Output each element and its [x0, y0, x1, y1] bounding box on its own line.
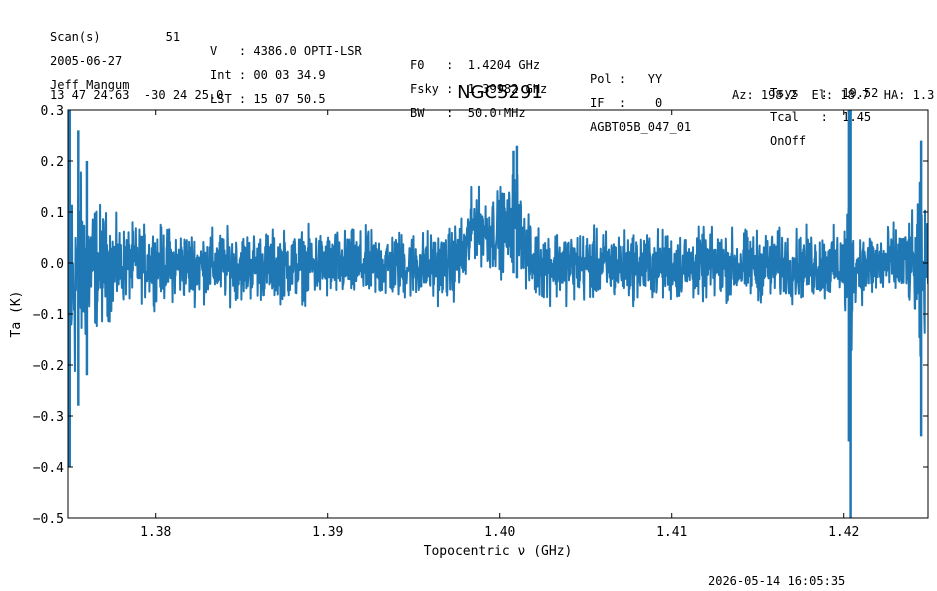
observer-info: Jeff Mangum: [50, 78, 130, 92]
x-tick-label: 1.38: [140, 525, 171, 540]
y-tick-label: −0.2: [33, 359, 64, 374]
y-tick-label: −0.1: [33, 308, 64, 323]
y-tick-label: 0.0: [41, 257, 64, 272]
timestamp: 2026-05-14 16:05:35: [708, 574, 846, 588]
plot-frame: [67, 109, 929, 519]
if-info: IF : 0: [590, 96, 663, 110]
tsys-info: Tsys : 19.52: [770, 86, 879, 100]
azel-info: Az: 198.2 El: 18.7 HA: 1.3: [732, 88, 935, 102]
scan-info: Scan(s) 51: [50, 30, 181, 44]
x-axis-label: Topocentric ν (GHz): [424, 544, 573, 559]
spectrum-line: [68, 171, 928, 400]
project-info: AGBT05B_047_01: [590, 120, 692, 134]
y-tick-label: 0.2: [41, 155, 64, 170]
plot-area: [68, 110, 928, 518]
x-tick-label: 1.41: [656, 525, 687, 540]
header-row-1: Scan(s) 51 V : 4386.0 OPTI-LSR F0 : 1.42…: [50, 16, 878, 100]
y-axis-label: Ta (K): [9, 291, 24, 338]
header-row-3: Jeff Mangum LST : 15 07 50.5 BW : 50.0 M…: [50, 64, 806, 148]
coords-info: 13 47 24.63 -30 24 25.0: [50, 88, 224, 102]
date-info: 2005-06-27: [50, 54, 123, 68]
y-tick-label: −0.3: [33, 410, 64, 425]
x-tick-label: 1.40: [484, 525, 515, 540]
y-tick-label: 0.3: [41, 104, 64, 119]
pol-info: Pol : YY: [590, 72, 663, 86]
chart-title: NGC5291: [457, 82, 543, 103]
y-tick-label: −0.4: [33, 461, 64, 476]
x-tick-label: 1.39: [312, 525, 343, 540]
velocity-info: V : 4386.0 OPTI-LSR: [210, 44, 362, 58]
lst-info: LST : 15 07 50.5: [210, 92, 326, 106]
proc-info: OnOff: [770, 134, 807, 148]
int-info: Int : 00 03 34.9: [210, 68, 326, 82]
y-tick-label: 0.1: [41, 206, 64, 221]
f0-info: F0 : 1.4204 GHz: [410, 58, 541, 72]
fsky-info: Fsky : 1.39982 GHz: [410, 82, 548, 96]
x-tick-label: 1.42: [828, 525, 859, 540]
y-tick-label: −0.5: [33, 512, 64, 527]
axis-ticks: 1.38 1.39 1.40 1.41 1.42 −0.5 −0.4 −0.3 −0.2 −0.1…: [33, 104, 928, 540]
